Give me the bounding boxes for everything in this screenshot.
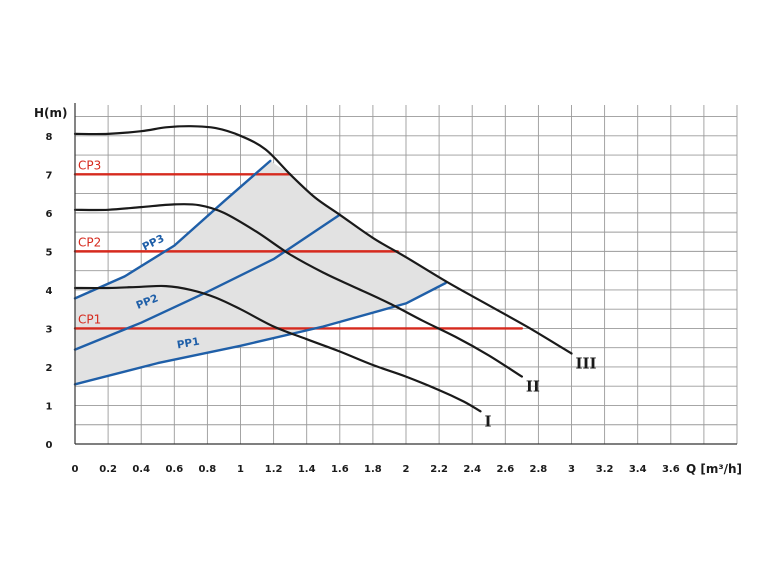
x-tick-label: 1.2 [265,464,283,475]
series-line-pp3 [73,159,272,300]
x-tick-label: 1 [237,464,244,475]
series-label-ii: II [526,378,540,396]
x-tick-label: 0.8 [199,464,217,475]
grid [75,105,738,444]
x-tick-label: 3.4 [629,464,647,475]
y-tick-label: 2 [46,363,53,374]
y-axis-title: H(m) [34,106,68,120]
y-tick-label: 1 [46,401,53,412]
series-label-cp1: CP1 [78,312,101,326]
series-label-pp1: PP1 [176,336,200,352]
x-tick-label: 2.2 [430,464,448,475]
x-tick-label: 3.2 [596,464,614,475]
y-tick-label: 3 [46,324,53,335]
x-tick-label: 2 [403,464,410,475]
x-tick-label: 0 [72,464,79,475]
series-line-pp2 [73,213,341,351]
y-tick-label: 0 [46,440,53,451]
y-tick-label: 8 [46,132,53,143]
x-tick-label: 2.6 [496,464,514,475]
series-line-pp1 [73,281,447,386]
series-label-iii: III [576,354,597,372]
x-tick-label: 1.4 [298,464,316,475]
x-axis-title: Q [m³/h] [686,462,742,476]
x-tick-label: 2.8 [530,464,548,475]
series-label-i: I [484,412,491,430]
x-tick-label: 2.4 [463,464,481,475]
x-tick-label: 1.6 [331,464,349,475]
x-tick-label: 0.6 [165,464,183,475]
series-label-cp3: CP3 [78,158,101,172]
x-tick-label: 3 [568,464,575,475]
series-line-iii [73,125,573,355]
x-tick-label: 0.4 [132,464,150,475]
axes: 0 0.2 0.4 0.6 0.8 1 1.2 1.4 1.6 1.8 2 2.2 2.4 2.6 2.8 3… [34,103,742,476]
x-tick-label: 1.8 [364,464,382,475]
y-tick-label: 6 [46,209,53,220]
x-tick-label: 3.6 [662,464,680,475]
series-line-ii [73,203,523,378]
series-lines [73,125,573,413]
y-tick-label: 5 [46,247,53,258]
series-line-i [73,284,482,413]
y-tick-label: 7 [46,170,53,181]
x-tick-label: 0.2 [99,464,117,475]
series-label-cp2: CP2 [78,235,101,249]
y-tick-label: 4 [46,286,53,297]
